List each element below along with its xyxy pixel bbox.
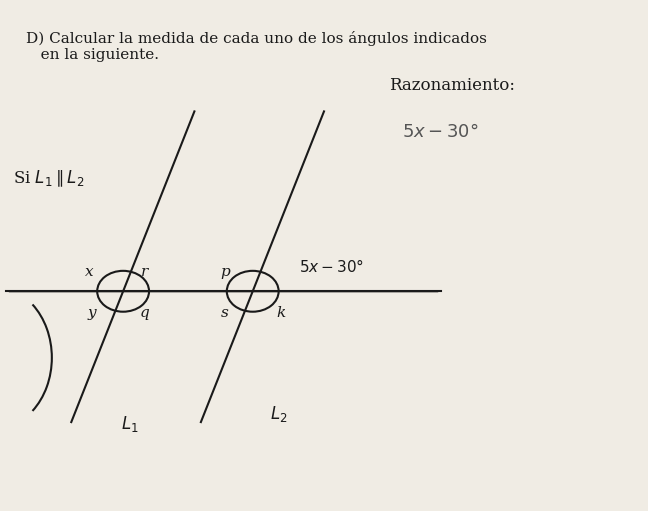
Text: s: s xyxy=(221,307,229,320)
Text: r: r xyxy=(141,265,148,278)
Text: Si $L_1 \parallel L_2$: Si $L_1 \parallel L_2$ xyxy=(13,169,84,189)
Text: $L_2$: $L_2$ xyxy=(270,404,288,424)
Text: p: p xyxy=(220,265,229,278)
Text: y: y xyxy=(87,307,97,320)
Text: Razonamiento:: Razonamiento: xyxy=(389,77,515,94)
Text: $5x-30°$: $5x-30°$ xyxy=(299,258,364,275)
Text: $5x-30°$: $5x-30°$ xyxy=(402,123,478,141)
Text: x: x xyxy=(85,265,93,278)
Text: D) Calcular la medida de cada uno de los ángulos indicados
   en la siguiente.: D) Calcular la medida de cada uno de los… xyxy=(26,31,487,62)
Text: k: k xyxy=(276,307,285,320)
Text: $L_1$: $L_1$ xyxy=(121,414,139,434)
Text: q: q xyxy=(140,307,150,320)
